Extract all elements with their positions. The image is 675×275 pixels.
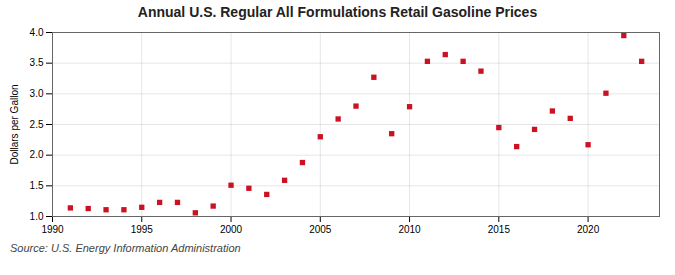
svg-text:1.5: 1.5 [30,180,44,191]
svg-text:4.0: 4.0 [30,27,44,38]
svg-text:3.0: 3.0 [30,88,44,99]
svg-text:2015: 2015 [488,224,511,235]
svg-text:1990: 1990 [41,224,64,235]
svg-text:2005: 2005 [309,224,332,235]
svg-text:1.0: 1.0 [30,211,44,222]
svg-text:2000: 2000 [220,224,243,235]
svg-text:2010: 2010 [398,224,421,235]
svg-text:3.5: 3.5 [30,57,44,68]
svg-text:2.0: 2.0 [30,149,44,160]
html-text:Annual U.S. Regular All Formul: Annual U.S. Regular All Formulations Ret… [137,4,538,20]
html-text:Source: U.S. Energy Informatio: Source: U.S. Energy Information Administ… [10,242,241,254]
svg-text:1995: 1995 [131,224,154,235]
svg-text:2.5: 2.5 [30,119,44,130]
svg-text:Dollars per Gallon: Dollars per Gallon [9,84,20,164]
svg-text:2020: 2020 [577,224,600,235]
